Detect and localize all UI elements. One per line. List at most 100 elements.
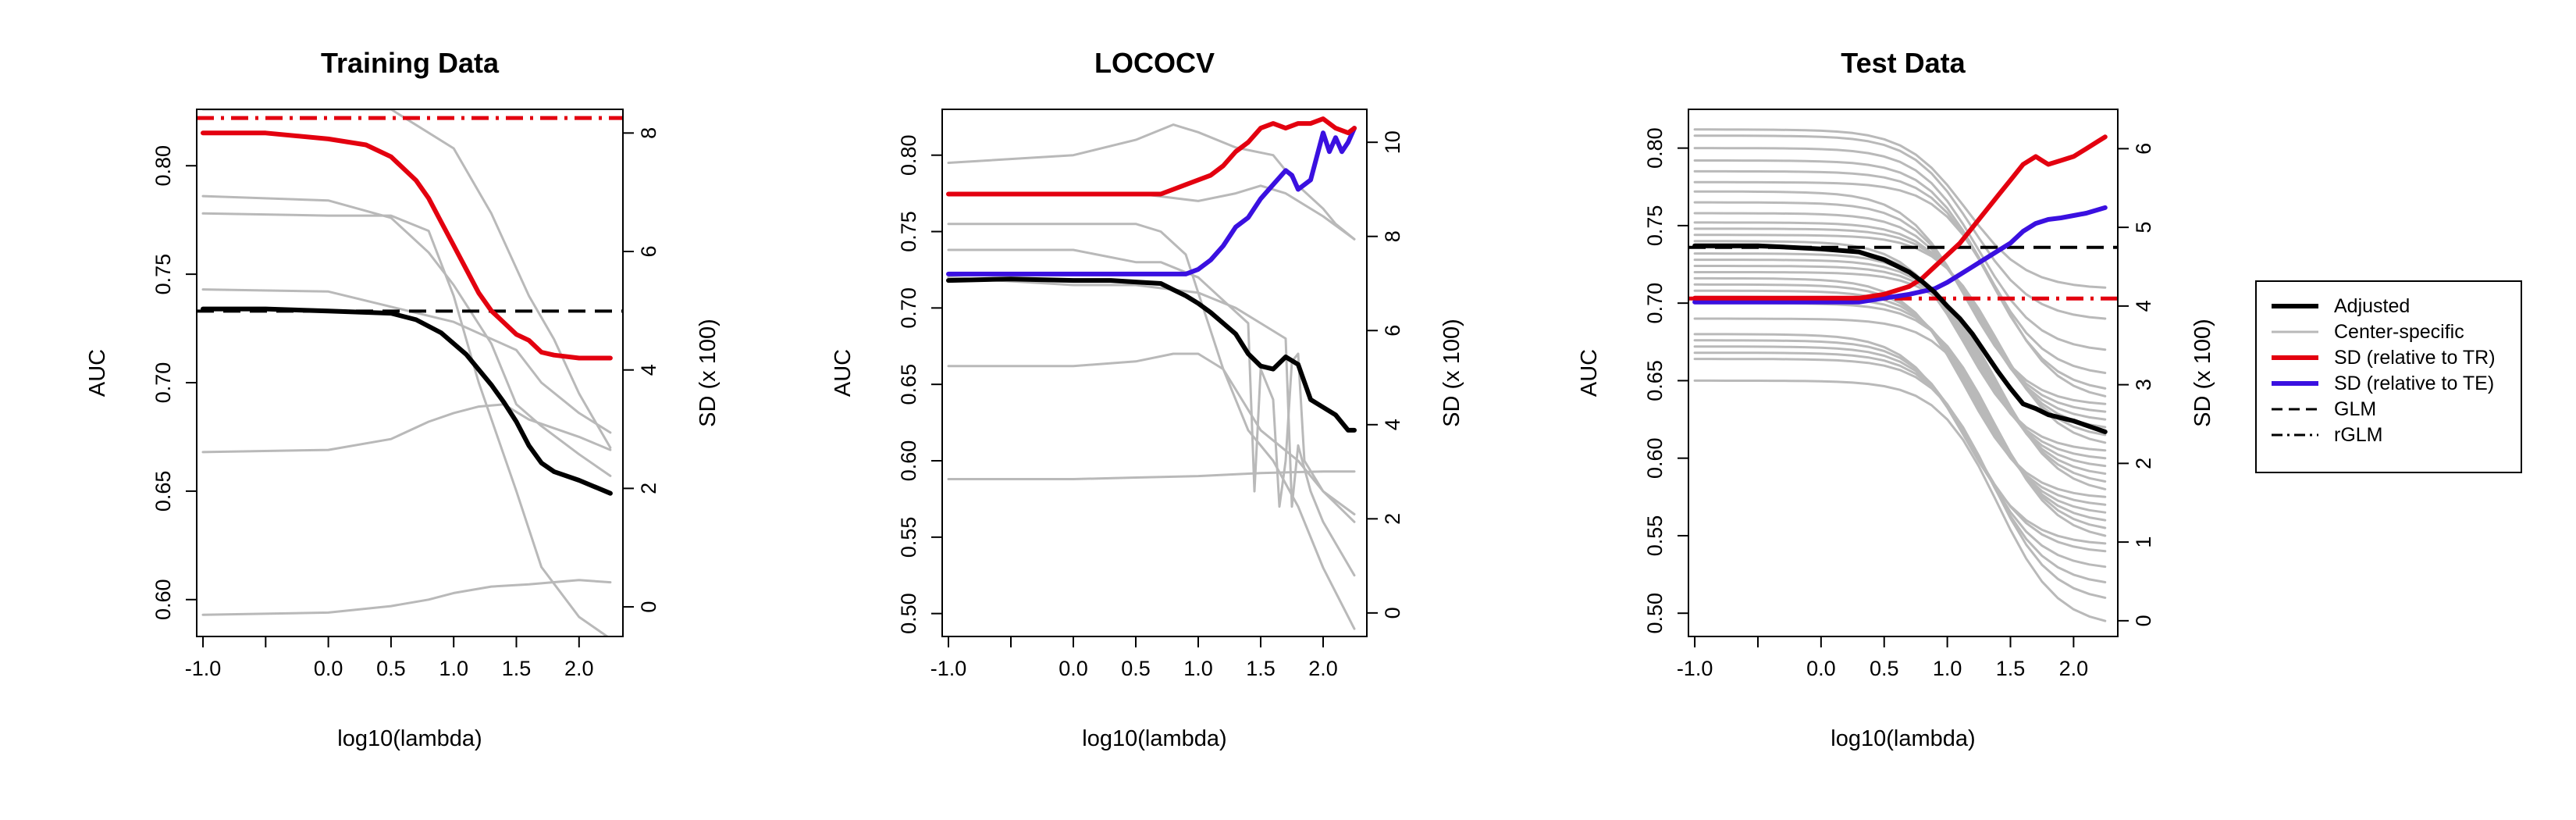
center-specific-line: [1693, 234, 2107, 444]
x-tick-label: 1.0: [1183, 657, 1213, 680]
y2-tick-label: 2: [2132, 458, 2155, 469]
x-tick-label: 1.0: [1933, 657, 1962, 680]
y2-tick-label: 8: [1381, 230, 1404, 242]
center-specific-line: [1693, 159, 2107, 374]
y-axis-label: AUC: [831, 349, 856, 397]
center-specific-line: [1693, 221, 2107, 429]
adjusted-line: [946, 276, 1357, 433]
center-specific-line: [1693, 201, 2107, 413]
y2-tick-label: 0: [2132, 615, 2155, 626]
x-axis-label: log10(lambda): [337, 726, 482, 751]
x-tick-label: 1.5: [502, 657, 532, 680]
y-tick-label: 0.60: [151, 579, 175, 620]
y-tick-label: 0.55: [897, 517, 920, 558]
chart-panel-1: Training Data -1.0 0.0 0.5 1.0 1.5 2.0 0.60 0.65…: [85, 47, 720, 751]
center-specific-line: [1693, 258, 2107, 475]
y-tick-label: 0.75: [1643, 205, 1667, 247]
y2-tick-label: 6: [2132, 143, 2155, 155]
center-specific-line: [1693, 339, 2107, 553]
y-tick-label: 0.75: [897, 211, 920, 252]
y2-tick-label: 1: [2132, 537, 2155, 548]
y2-tick-label: 2: [1381, 513, 1404, 525]
center-specific-line: [1693, 212, 2107, 421]
center-specific-line: [1693, 351, 2107, 583]
plot-area: [946, 116, 1357, 630]
sd-te-line: [946, 126, 1357, 276]
center-specific-line: [947, 352, 1356, 515]
plot-frame: [941, 109, 1368, 637]
x-tick-label: 0.5: [1121, 657, 1151, 680]
center-specific-line: [201, 579, 612, 616]
x-tick-label: 0.0: [1059, 657, 1088, 680]
legend-label: rGLM: [2334, 424, 2383, 446]
y-tick-label: 0.70: [1643, 283, 1667, 324]
legend-label: Center-specific: [2334, 321, 2464, 343]
x-tick-label: 1.0: [439, 657, 468, 680]
plot-frame: [196, 109, 624, 637]
plot-frame: [1688, 109, 2119, 637]
chart-panel-2: LOCOCV -1.0 0.0 0.5 1.0 1.5 2.0 0.50 0.55 0.60 0.6…: [831, 47, 1464, 751]
y2-axis-label: SD (x 100): [696, 319, 720, 427]
y-tick-label: 0.65: [897, 364, 920, 405]
chart-panel-3: Test Data -1.0 0.0 0.5 1.0 1.5 2.0 0.50 0.55 0.60…: [1577, 47, 2215, 751]
center-specific-line: [1693, 128, 2107, 289]
sd-tr-line: [946, 116, 1357, 197]
legend-box: [2255, 280, 2522, 473]
x-tick-label: 1.5: [1246, 657, 1276, 680]
center-specific-line: [947, 470, 1356, 480]
center-specific-line: [947, 248, 1356, 523]
x-tick-label: 0.0: [314, 657, 343, 680]
y2-tick-label: 6: [1381, 325, 1404, 337]
center-specific-line: [1693, 240, 2107, 452]
sd-tr-line: [1692, 134, 2108, 301]
y-tick-label: 0.70: [151, 362, 175, 404]
chart-title: Training Data: [321, 47, 500, 79]
x-tick-label: 0.5: [376, 657, 406, 680]
y2-tick-label: 4: [2132, 300, 2155, 312]
y-tick-label: 0.50: [1643, 593, 1667, 634]
center-specific-line: [1693, 358, 2107, 599]
center-specific-line: [1693, 147, 2107, 351]
y2-tick-label: 10: [1381, 130, 1404, 154]
legend-label: SD (relative to TR): [2334, 347, 2496, 369]
y2-tick-label: 0: [637, 601, 660, 613]
x-tick-label: 2.0: [1308, 657, 1338, 680]
x-tick-label: 0.0: [1806, 657, 1836, 680]
y-axis-label: AUC: [1577, 349, 1602, 397]
center-specific-line: [201, 288, 612, 434]
chart-title: Test Data: [1841, 47, 1966, 79]
y2-tick-label: 4: [637, 364, 660, 376]
center-specific-line: [947, 276, 1356, 577]
adjusted-line: [1692, 243, 2108, 434]
x-tick-label: -1.0: [930, 657, 967, 680]
center-specific-line: [1693, 345, 2107, 569]
y-axis-label: AUC: [85, 349, 110, 397]
x-tick-label: 2.0: [564, 657, 594, 680]
chart-title: LOCOCV: [1094, 47, 1215, 79]
y2-tick-label: 6: [637, 246, 660, 258]
y-tick-label: 0.65: [1643, 360, 1667, 401]
adjusted-line: [201, 306, 613, 496]
y-tick-label: 0.70: [897, 287, 920, 329]
y2-tick-label: 0: [1381, 607, 1404, 619]
y2-axis-label: SD (x 100): [1439, 319, 1464, 427]
y-tick-label: 0.50: [897, 593, 920, 634]
sd-tr-line: [201, 130, 613, 361]
center-specific-line: [1693, 283, 2107, 506]
legend-label: SD (relative to TE): [2334, 373, 2494, 394]
y-tick-label: 0.60: [1643, 437, 1667, 479]
center-specific-line: [201, 194, 612, 477]
center-specific-line: [201, 403, 612, 454]
y2-tick-label: 4: [1381, 419, 1404, 430]
plot-area: [197, 110, 622, 636]
y2-axis-label: SD (x 100): [2190, 319, 2215, 427]
center-specific-line: [947, 223, 1356, 630]
y2-tick-label: 2: [637, 483, 660, 494]
center-specific-line: [947, 123, 1356, 241]
y2-tick-label: 5: [2132, 222, 2155, 234]
center-specific-line: [1693, 134, 2107, 320]
y-tick-label: 0.80: [897, 134, 920, 176]
legend-label: GLM: [2334, 398, 2376, 420]
y-tick-label: 0.75: [151, 254, 175, 295]
